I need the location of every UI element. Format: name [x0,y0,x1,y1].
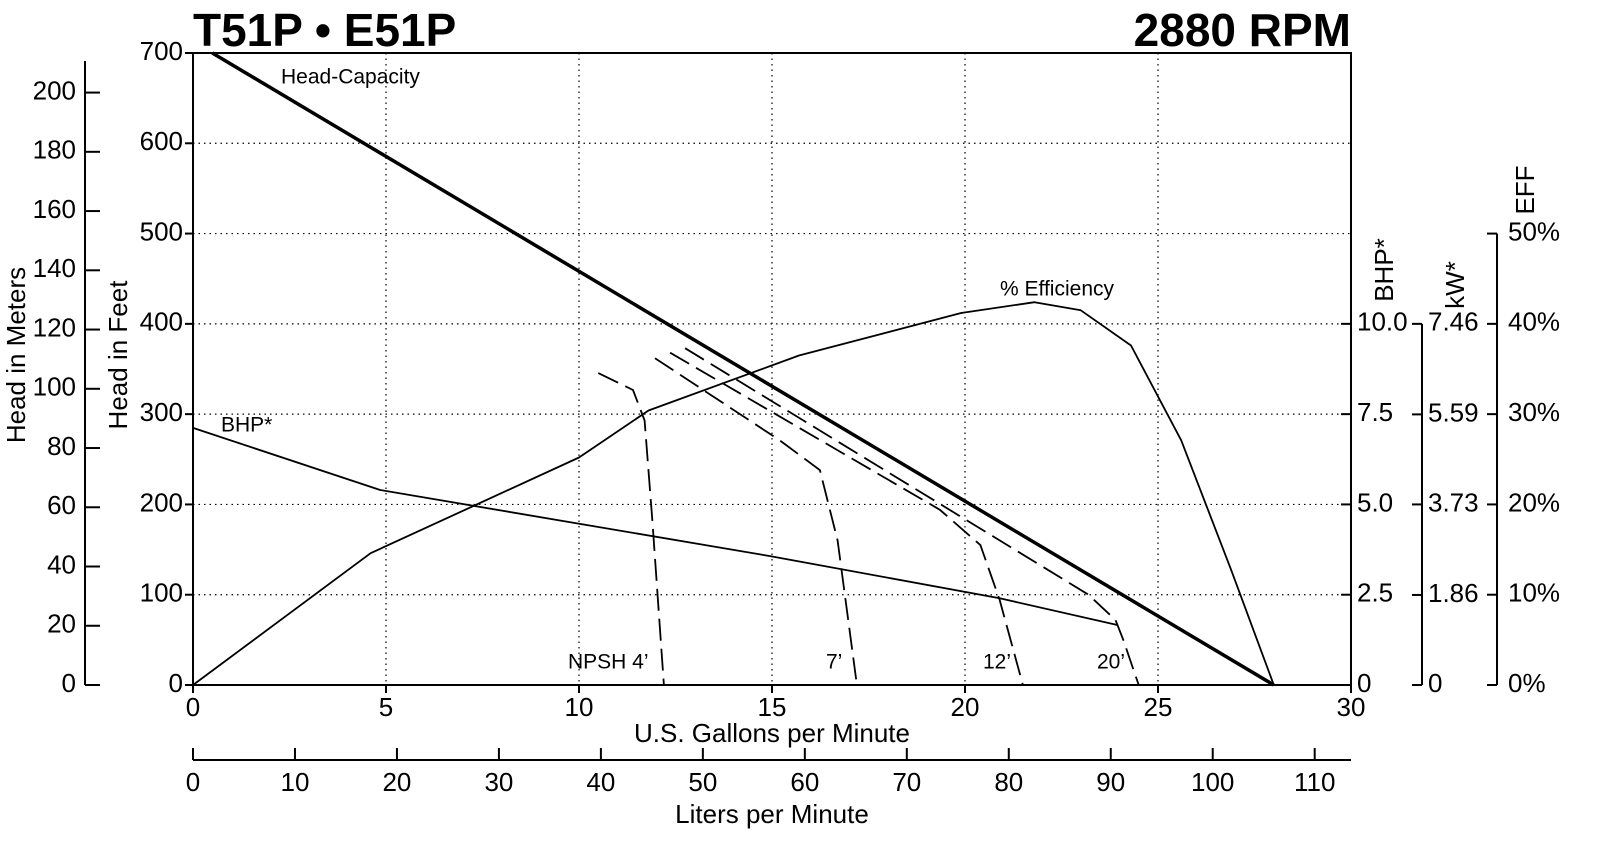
liters-tick-label: 90 [1096,767,1125,797]
kw-tick-label: 5.59 [1428,397,1479,427]
kw-tick-label: 0 [1428,668,1442,698]
eff-axis-title: EFF [1510,165,1540,214]
eff-tick-label: 40% [1508,307,1560,337]
liters-tick-label: 10 [281,767,310,797]
series-line [669,351,1024,686]
liters-tick-label: 50 [688,767,717,797]
chart-subtitle: 2880 RPM [1134,4,1351,56]
series-line [597,372,665,686]
x-tick-label: 15 [758,692,787,722]
eff-tick-label: 30% [1508,397,1560,427]
eff-tick-label: 0% [1508,668,1546,698]
x-tick-label: 10 [565,692,594,722]
series-label: NPSH 4’ [568,651,649,674]
eff-tick-label: 50% [1508,216,1560,246]
eff-tick-label: 10% [1508,578,1560,608]
liters-axis-title: Liters per Minute [675,799,869,829]
meters-tick-label: 180 [33,135,76,165]
liters-tick-label: 20 [382,767,411,797]
meters-tick-label: 0 [62,668,76,698]
meters-tick-label: 20 [47,609,76,639]
meters-tick-label: 140 [33,253,76,283]
y-tick-label: 400 [140,307,183,337]
liters-tick-label: 110 [1294,767,1335,797]
x-axis-title: U.S. Gallons per Minute [634,718,910,748]
liters-tick-label: 100 [1191,767,1234,797]
series-label: 7’ [826,651,842,674]
bhp-axis-title: BHP* [1369,238,1399,302]
series-label: BHP* [221,414,272,437]
y-tick-label: 600 [140,126,183,156]
meters-tick-label: 40 [47,549,76,579]
liters-tick-label: 40 [586,767,615,797]
series-line [211,51,1275,687]
bhp-tick-label: 5.0 [1357,487,1393,517]
liters-tick-label: 60 [790,767,819,797]
meters-tick-label: 60 [47,490,76,520]
kw-tick-label: 1.86 [1428,578,1479,608]
meters-tick-label: 120 [33,312,76,342]
bhp-tick-label: 7.5 [1357,397,1393,427]
x-tick-label: 5 [379,692,393,722]
kw-tick-label: 7.46 [1428,307,1479,337]
kw-axis-title: kW* [1440,261,1470,309]
x-tick-label: 25 [1144,692,1173,722]
meters-axis-title: Head in Meters [1,267,31,443]
y-axis-title: Head in Feet [103,280,133,430]
y-tick-label: 300 [140,397,183,427]
x-tick-label: 0 [186,692,200,722]
series-line [192,427,1119,626]
eff-tick-label: 20% [1508,487,1560,517]
liters-tick-label: 80 [994,767,1023,797]
meters-tick-label: 80 [47,431,76,461]
kw-tick-label: 3.73 [1428,487,1479,517]
y-tick-label: 200 [140,487,183,517]
series-label: 12’ [983,651,1011,674]
meters-tick-label: 160 [33,194,76,224]
bhp-tick-label: 0 [1357,668,1371,698]
x-tick-label: 30 [1337,692,1366,722]
meters-tick-label: 200 [33,75,76,105]
x-tick-label: 20 [951,692,980,722]
series-label: % Efficiency [1000,278,1114,301]
series-label: 20’ [1097,651,1125,674]
liters-tick-label: 70 [892,767,921,797]
series-label: Head-Capacity [281,66,420,89]
liters-tick-label: 0 [186,767,200,797]
series-line [684,347,1140,686]
bhp-tick-label: 10.0 [1357,307,1408,337]
meters-tick-label: 100 [33,372,76,402]
y-tick-label: 700 [140,36,183,66]
y-tick-label: 0 [169,668,183,698]
series-line [192,301,1275,686]
series-line [654,357,858,686]
y-tick-label: 500 [140,216,183,246]
chart-title: T51P • E51P [193,4,456,56]
liters-tick-label: 30 [484,767,513,797]
y-tick-label: 100 [140,578,183,608]
bhp-tick-label: 2.5 [1357,578,1393,608]
